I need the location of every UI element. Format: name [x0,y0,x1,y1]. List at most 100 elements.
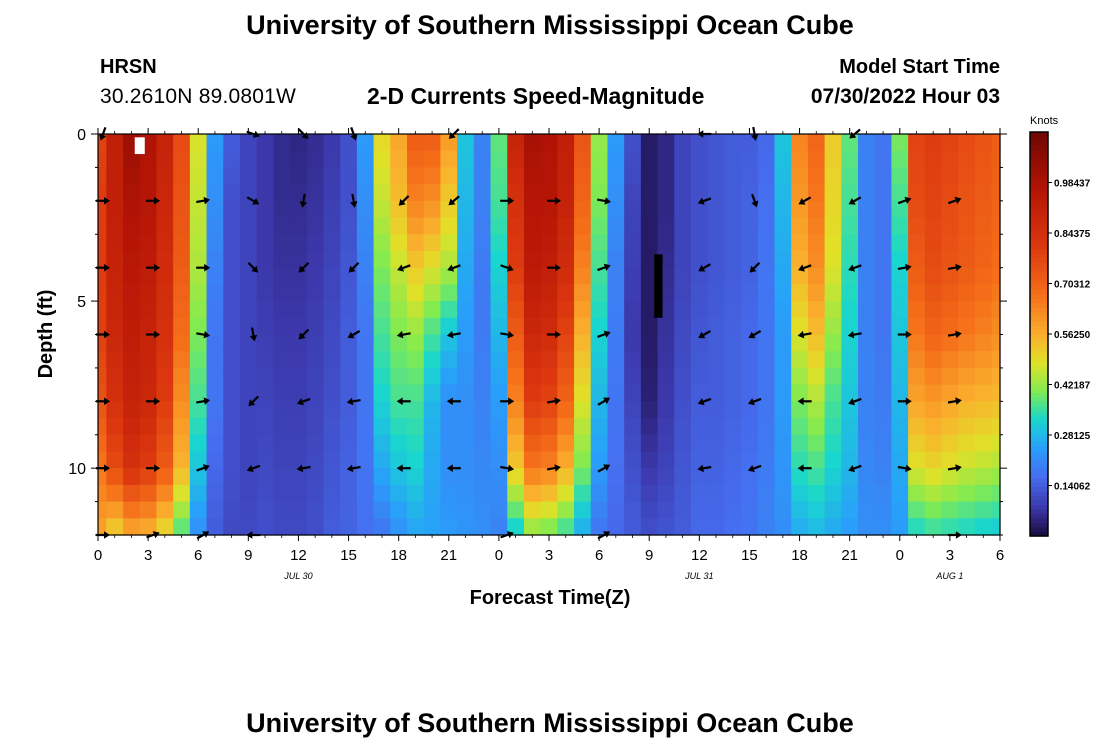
heat-cell [273,468,291,486]
heat-cell [98,351,107,369]
heat-cell [206,484,224,503]
heat-cell [123,468,141,486]
heat-cell [607,317,625,336]
heat-cell [106,234,124,252]
heat-cell [574,484,592,503]
heat-cell [874,434,893,453]
heat-cell [724,167,742,185]
heat-cell [774,167,792,185]
heat-cell [390,317,408,336]
current-arrow [897,263,912,272]
heat-cell [340,267,358,285]
heat-cell [507,518,525,536]
heat-cell [707,334,725,352]
heat-cell [98,301,107,319]
heat-cell [640,284,659,302]
heat-cell [256,167,274,185]
heat-cell [139,250,158,269]
heat-cell [891,501,909,519]
heat-cell [523,484,542,503]
heat-cell [874,217,893,235]
heat-cell [306,384,325,402]
colorbar-segment [1030,271,1048,277]
heat-cell [858,284,876,302]
heat-cell [574,267,592,285]
heat-cell [941,301,959,319]
x-tick-label: 6 [595,547,603,564]
heat-cell [724,267,742,285]
heat-cell [457,267,475,285]
heat-cell [690,451,709,469]
colorbar-label: 0.70312 [1054,280,1091,291]
heat-cell [974,351,993,369]
heat-cell [874,234,893,252]
heat-cell [256,301,274,319]
heat-cell [256,334,274,352]
heat-cell [423,418,442,436]
heat-cell [674,317,692,336]
heat-cell [423,200,442,219]
heat-cell [690,501,709,519]
heat-cell [156,267,174,285]
heat-cell [306,367,325,386]
heat-cell [607,351,625,369]
heat-cell [858,401,876,419]
heat-cell [106,184,124,202]
colorbar-segment [1030,325,1048,331]
heat-cell [457,384,475,402]
heat-cell [139,200,158,219]
heat-cell [590,317,609,336]
heat-cell [791,518,809,536]
heat-cell [941,451,959,469]
heat-cell [741,317,759,336]
current-arrow [798,264,812,272]
heat-cell [958,234,976,252]
heat-cell [106,334,124,352]
heat-cell [807,434,826,453]
heat-cell [924,518,943,536]
heat-cell [507,334,525,352]
heat-cell [690,267,709,285]
heat-cell [991,200,1001,219]
heat-cell [156,217,174,235]
heat-cell [874,317,893,336]
heat-cell [557,217,575,235]
heat-cell [423,184,442,202]
heat-cell [206,518,224,536]
heat-cell [356,234,375,252]
heat-cell [757,434,776,453]
heat-cell [791,134,809,152]
heat-cell [440,418,458,436]
heat-cell [858,317,876,336]
heat-cell [974,167,993,185]
heat-cell [239,518,258,536]
heat-cell [457,184,475,202]
heat-cell [640,334,659,352]
heat-cell [390,150,408,169]
heat-cell [657,200,675,219]
heat-cell [423,150,442,169]
heat-cell [974,468,993,486]
heat-cell [991,134,1001,152]
heat-cell [640,518,659,536]
heat-cell [423,167,442,185]
heat-cell [874,418,893,436]
heat-cell [574,501,592,519]
heat-cell [490,150,508,169]
current-arrow [500,197,515,205]
heat-cell [640,418,659,436]
heat-cell [206,468,224,486]
heat-cell [774,434,792,453]
heat-cell [874,301,893,319]
heat-cell [239,150,258,169]
heat-cell [139,184,158,202]
heat-cell [98,234,107,252]
heat-cell [891,351,909,369]
current-arrow [750,126,759,141]
x-tick-label: 0 [495,547,503,564]
current-arrow [146,197,161,205]
heat-cell [457,367,475,386]
heat-cell [273,434,291,453]
heat-cell [941,518,959,536]
